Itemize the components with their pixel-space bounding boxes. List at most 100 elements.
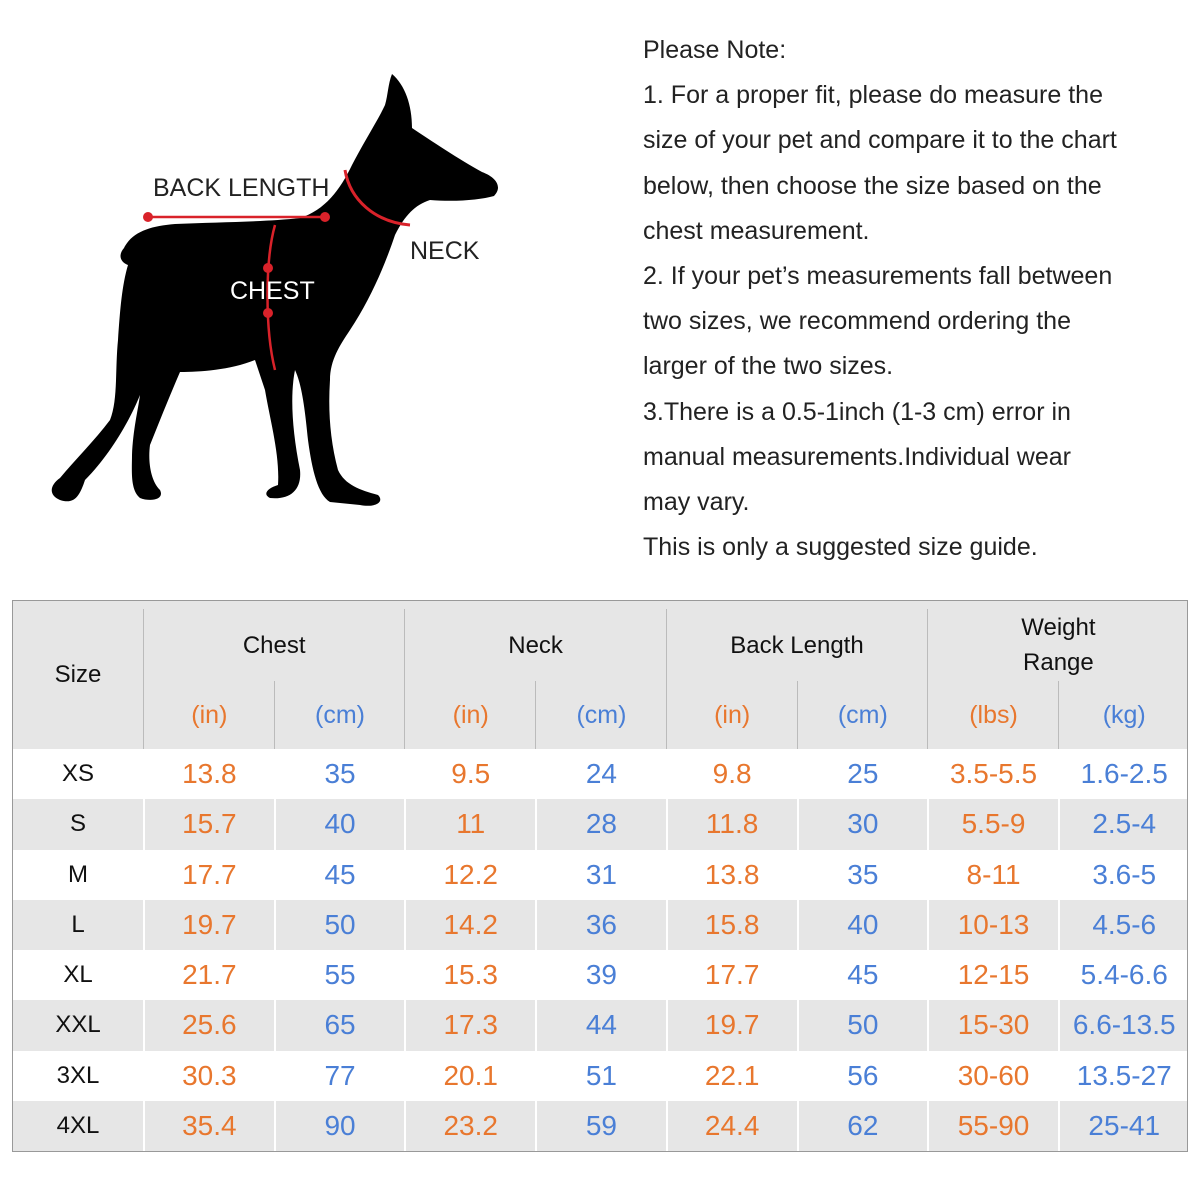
- row-bg: [13, 950, 1187, 1001]
- cell: 90: [273, 1100, 405, 1151]
- cell: 11: [404, 799, 535, 850]
- cell: 15.7: [143, 799, 274, 850]
- unit-header: (in): [404, 681, 536, 749]
- cell: 50: [796, 1000, 928, 1051]
- cell: 12.2: [404, 849, 535, 900]
- label: NECK: [410, 237, 480, 265]
- note-line: manual measurements.Individual wear: [643, 442, 1071, 471]
- cell: 1.6-2.5: [1057, 749, 1189, 800]
- group-header: Back Length: [665, 609, 927, 681]
- note-line: 3.There is a 0.5-1inch (1-3 cm) error in: [643, 397, 1071, 426]
- neck-line: [343, 169, 411, 227]
- unit-header: (kg): [1057, 681, 1190, 749]
- cell: 28: [535, 799, 666, 850]
- cell: 24.4: [665, 1100, 797, 1151]
- note-line: may vary.: [643, 488, 750, 517]
- cell: 65: [273, 1000, 405, 1051]
- marker: [263, 263, 273, 273]
- note-line: This is only a suggested size guide.: [643, 533, 1038, 562]
- cell: 15.8: [665, 899, 797, 950]
- cell: 24: [535, 749, 666, 800]
- cell: 5.4-6.6: [1057, 950, 1189, 1001]
- cell: 3XL: [56, 1061, 100, 1089]
- notes-heading: Please Note:: [643, 36, 787, 64]
- cell: 9.5: [404, 749, 535, 800]
- cell: 12-15: [927, 950, 1058, 1001]
- group-header: Neck: [404, 609, 665, 681]
- label: BACK LENGTH: [153, 174, 329, 202]
- marker: [143, 212, 153, 222]
- unit-header: (in): [143, 681, 275, 749]
- cell: 17.3: [404, 1000, 535, 1051]
- cell: 51: [535, 1050, 666, 1101]
- cell: 21.7: [143, 950, 274, 1001]
- cell: M: [68, 860, 88, 888]
- cell: 5.5-9: [927, 799, 1058, 850]
- row-bg: [13, 899, 1187, 950]
- cell: 55-90: [927, 1100, 1058, 1151]
- row-bg: [13, 1100, 1187, 1151]
- dog-diagram: BACK LENGTH NECK CHEST: [51, 74, 498, 506]
- row-bg: [13, 1000, 1187, 1051]
- cell: 10-13: [927, 899, 1058, 950]
- label: CHEST: [230, 277, 315, 305]
- note-line: larger of the two sizes.: [643, 352, 894, 381]
- row-bg: [13, 799, 1187, 850]
- cell: 40: [273, 799, 405, 850]
- marker: [263, 308, 273, 318]
- cell: 31: [535, 849, 666, 900]
- cell: 55: [273, 950, 405, 1001]
- cell: XL: [63, 961, 93, 989]
- cell: 59: [535, 1100, 666, 1151]
- cell: 3.5-5.5: [927, 749, 1058, 800]
- note-line: 1. For a proper fit, please do measure t…: [643, 81, 1103, 110]
- cell: 19.7: [665, 1000, 797, 1051]
- dog-silhouette: [51, 74, 498, 506]
- cell: 4.5-6: [1057, 899, 1189, 950]
- cell: 62: [796, 1100, 928, 1151]
- group-header: Chest: [143, 609, 404, 681]
- cell: 45: [273, 849, 405, 900]
- cell: 25.6: [143, 1000, 274, 1051]
- note-line: size of your pet and compare it to the c…: [643, 126, 1117, 155]
- header-cell: Size: [54, 661, 102, 688]
- cell: 45: [796, 950, 928, 1001]
- cell: 6.6-13.5: [1057, 1000, 1189, 1051]
- cell: 35: [796, 849, 928, 900]
- cell: 22.1: [665, 1050, 797, 1101]
- cell: 25-41: [1057, 1100, 1189, 1151]
- cell: S: [69, 810, 86, 838]
- cell: 39: [535, 950, 666, 1001]
- cell: 19.7: [143, 899, 274, 950]
- cell: 40: [796, 899, 928, 950]
- cell: 17.7: [143, 849, 274, 900]
- cell: XS: [61, 760, 94, 788]
- cell: XXL: [55, 1011, 101, 1039]
- cell: 30.3: [143, 1050, 274, 1101]
- cell: 3.6-5: [1057, 849, 1189, 900]
- cell: 77: [273, 1050, 405, 1101]
- cell: 20.1: [404, 1050, 535, 1101]
- cell: 50: [273, 899, 405, 950]
- note-line: 2. If your pet’s measurements fall betwe…: [643, 262, 1113, 291]
- unit-header: (in): [665, 681, 798, 749]
- header-bg: [13, 601, 1187, 749]
- cell: 36: [535, 899, 666, 950]
- cell: 44: [535, 1000, 666, 1051]
- cell: 2.5-4: [1057, 799, 1189, 850]
- cell: 25: [796, 749, 928, 800]
- cell: L: [71, 910, 85, 938]
- cell: 17.7: [665, 950, 797, 1001]
- cell: 13.8: [665, 849, 797, 900]
- cell: 56: [796, 1050, 928, 1101]
- row-bg: [13, 849, 1187, 900]
- cell: 35: [273, 749, 405, 800]
- cell: 30-60: [927, 1050, 1058, 1101]
- cell: 23.2: [404, 1100, 535, 1151]
- row-bg: [13, 1050, 1187, 1101]
- row-bg: [13, 749, 1187, 800]
- group-header: Weight Range: [927, 609, 1188, 681]
- cell: 14.2: [404, 899, 535, 950]
- cell: 4XL: [56, 1111, 100, 1139]
